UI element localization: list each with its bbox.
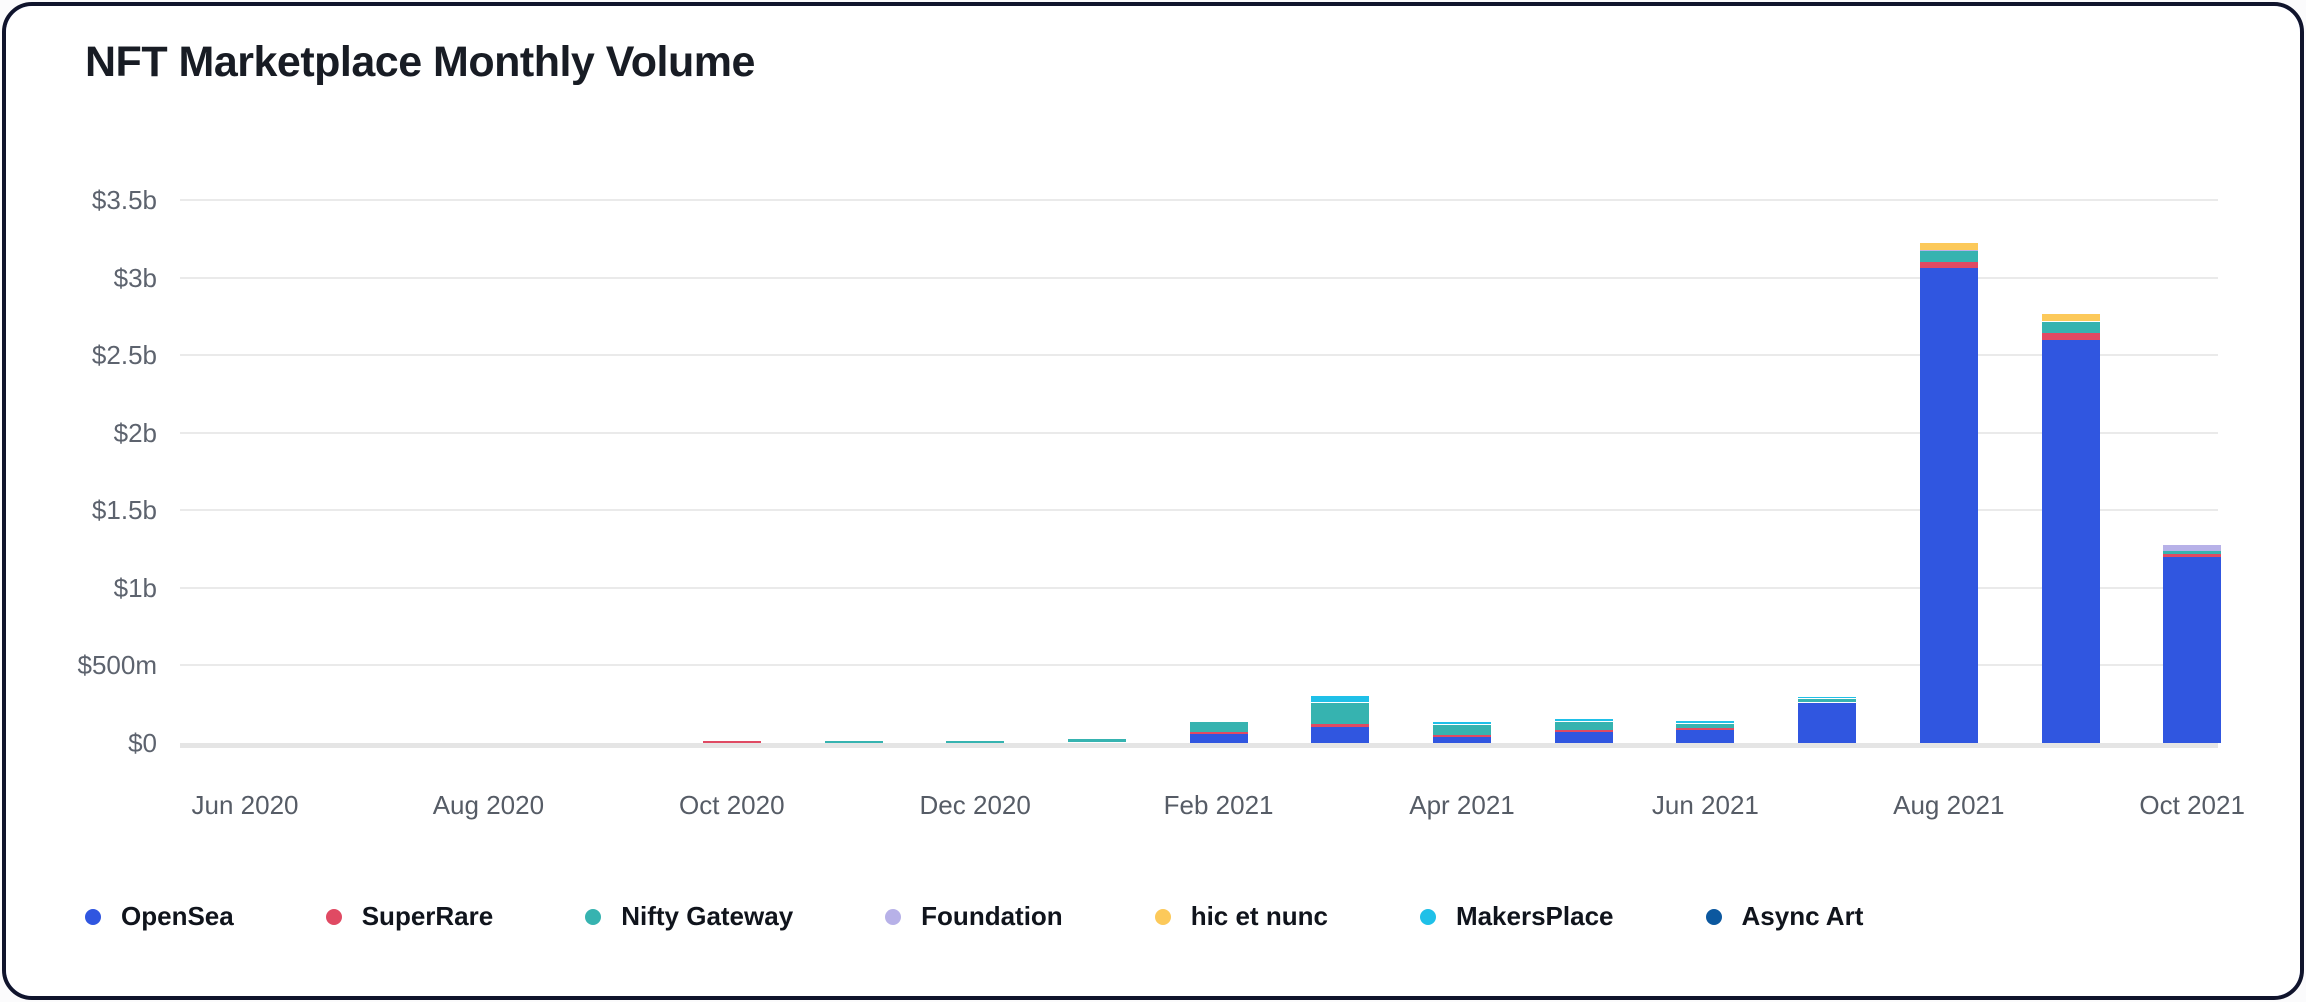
legend-label: Foundation (921, 901, 1063, 931)
legend-label: Async Art (1741, 901, 1864, 931)
y-axis-tick-label: $3b (113, 262, 157, 293)
bar-segment-superrare (1919, 262, 1978, 269)
x-axis-tick-label: Apr 2021 (1409, 790, 1515, 820)
legend-item-superrare[interactable]: SuperRare (325, 901, 494, 932)
gridline-1.5b (180, 509, 2218, 512)
makersplace-legend-dot-icon (1419, 908, 1436, 925)
gridline-2b (180, 431, 2218, 434)
x-axis-tick-label: Oct 2020 (679, 790, 785, 820)
chart-legend: OpenSea SuperRare Nifty Gateway Foundation h… (85, 901, 1863, 932)
bar-segment-makersplace (1554, 719, 1613, 722)
x-axis-tick-label: Jun 2020 (191, 790, 299, 820)
foundation-legend-dot-icon (885, 908, 902, 925)
bar-segment-superrare (2041, 333, 2100, 340)
bar-segment-superrare (1554, 730, 1613, 733)
bar-segment-superrare (1189, 731, 1248, 734)
gridline-0 (180, 743, 2218, 748)
bar-segment-superrare (702, 741, 761, 743)
bar-segment-opensea (1433, 736, 1491, 743)
chart-title: NFT Marketplace Monthly Volume (85, 38, 755, 86)
gridline-1b (180, 586, 2218, 589)
bar-segment-superrare (2163, 553, 2222, 557)
legend-item-async-art[interactable]: Async Art (1705, 901, 1864, 932)
superrare-legend-dot-icon (325, 908, 342, 925)
bar-segment-nifty-gateway (1798, 698, 1857, 702)
y-axis-tick-label: $3.5b (91, 185, 157, 215)
bar-segment-makersplace (1433, 722, 1491, 725)
legend-label: hic et nunc (1190, 901, 1328, 931)
x-axis-tick-label: Aug 2020 (432, 790, 545, 820)
legend-item-hic-et-nunc[interactable]: hic et nunc (1154, 901, 1328, 932)
y-axis-tick-label: $0 (128, 728, 157, 758)
bar-segment-nifty-gateway (1311, 703, 1370, 725)
x-axis-tick-label: Oct 2021 (2139, 790, 2245, 820)
bar-segment-opensea (1798, 702, 1857, 743)
nifty-gateway-legend-dot-icon (585, 908, 602, 925)
bar-segment-nifty-gateway (2163, 550, 2222, 554)
bar-segment-foundation (2163, 545, 2222, 551)
bar-segment-nifty-gateway (1067, 738, 1126, 743)
x-axis-tick-label: Jun 2021 (1651, 790, 1759, 820)
legend-item-makersplace[interactable]: MakersPlace (1419, 901, 1614, 932)
bar-segment-opensea (2163, 556, 2222, 743)
bar-segment-nifty-gateway (1189, 721, 1248, 732)
gridline-2.5b (180, 354, 2218, 357)
y-axis-tick-label: $2.5b (91, 340, 157, 371)
hic-et-nunc-legend-dot-icon (1154, 908, 1171, 925)
x-axis-tick-label: Aug 2021 (1893, 790, 2005, 820)
legend-item-foundation[interactable]: Foundation (885, 901, 1063, 932)
async-art-legend-dot-icon (1705, 908, 1722, 925)
bar-segment-superrare (1311, 724, 1370, 727)
bar-segment-makersplace (1676, 721, 1735, 724)
gridline-3.5b (180, 199, 2218, 201)
bar-segment-opensea (1676, 729, 1735, 743)
opensea-legend-dot-icon (85, 908, 101, 925)
y-axis-tick-label: $2b (113, 417, 157, 448)
bar-segment-nifty-gateway (824, 740, 883, 743)
bar-segment-opensea (1919, 268, 1978, 743)
bar-segment-hic-et-nunc (2041, 313, 2100, 321)
legend-label: Nifty Gateway (621, 901, 794, 931)
bar-segment-nifty-gateway (946, 740, 1005, 743)
bar-segment-opensea (1311, 727, 1370, 743)
y-axis-tick-label: $500m (77, 650, 158, 681)
bar-segment-superrare (1433, 734, 1491, 737)
bar-segment-nifty-gateway (1919, 251, 1978, 263)
bar-segment-foundation (1919, 249, 1978, 252)
x-axis-tick-label: Dec 2020 (919, 790, 1031, 820)
y-axis-tick-label: $1b (113, 572, 157, 603)
bar-segment-superrare (1676, 727, 1735, 730)
gridline-500m (180, 664, 2218, 667)
x-axis-tick-label: Feb 2021 (1163, 790, 1274, 820)
bar-segment-opensea (1554, 732, 1613, 743)
gridline-3b (180, 276, 2218, 279)
bar-segment-makersplace (1311, 696, 1370, 703)
bar-segment-nifty-gateway (1676, 724, 1735, 728)
y-axis-tick-label: $1.5b (91, 495, 157, 526)
bar-segment-hic-et-nunc (1919, 242, 1978, 250)
bar-segment-opensea (1189, 733, 1248, 743)
bar-segment-opensea (2041, 339, 2100, 743)
legend-label: SuperRare (361, 901, 494, 931)
legend-item-nifty-gateway[interactable]: Nifty Gateway (585, 901, 793, 932)
legend-label: MakersPlace (1455, 901, 1614, 931)
bar-segment-nifty-gateway (2041, 321, 2100, 334)
legend-item-opensea[interactable]: OpenSea (85, 901, 234, 932)
bar-segment-nifty-gateway (1554, 722, 1613, 731)
bar-segment-makersplace (1798, 696, 1857, 698)
legend-label: OpenSea (121, 901, 234, 931)
chart-card-background (6, 6, 2300, 996)
bar-segment-nifty-gateway (1433, 724, 1491, 735)
